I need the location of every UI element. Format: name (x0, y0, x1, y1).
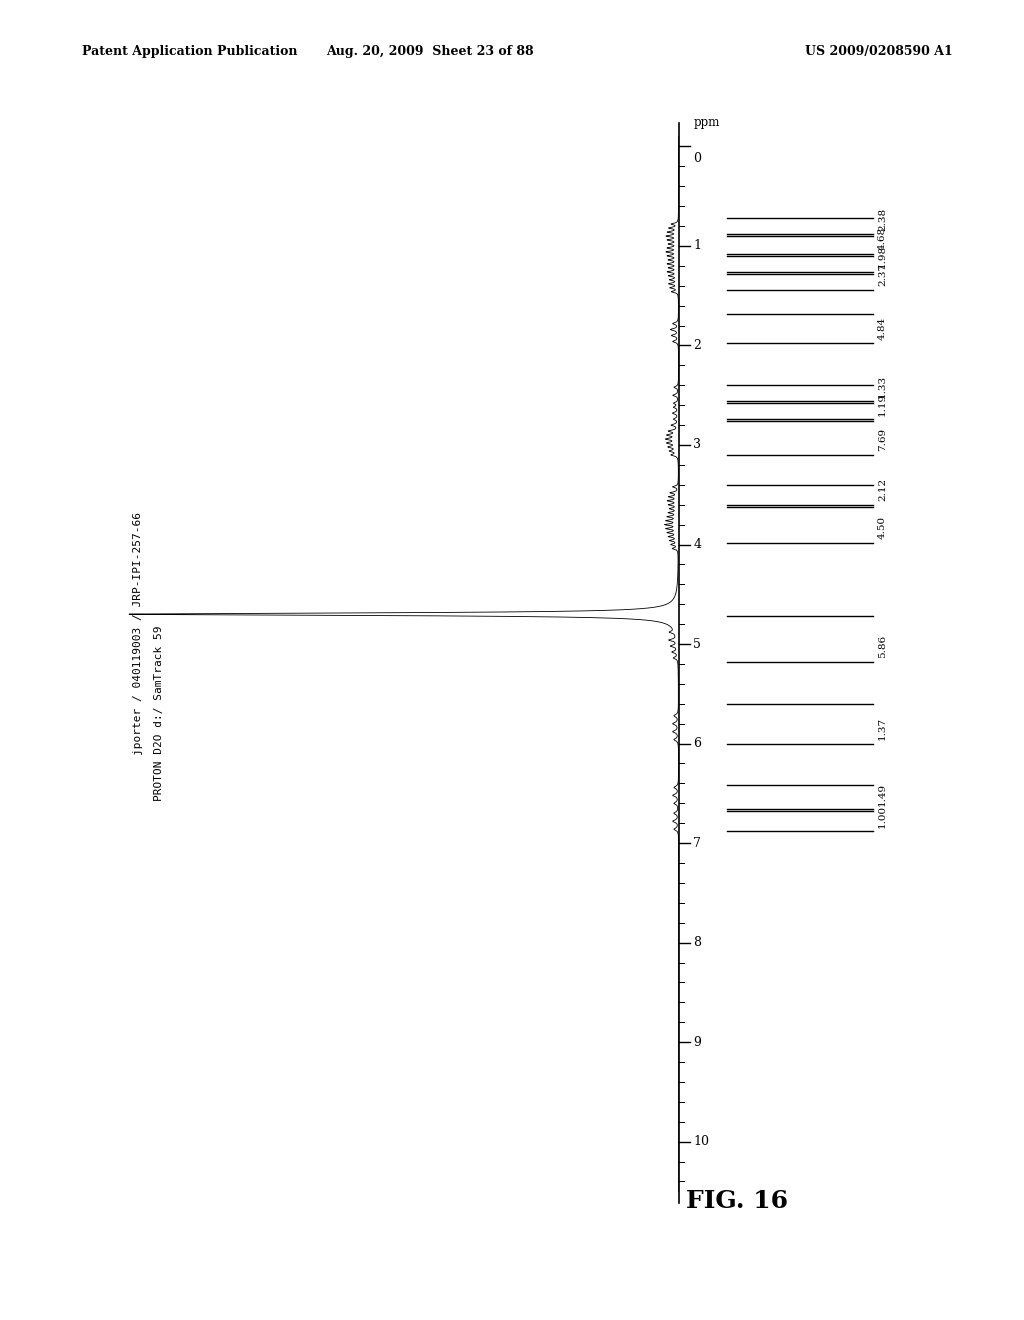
Text: 4.68: 4.68 (879, 227, 887, 251)
Text: 4.50: 4.50 (879, 516, 887, 539)
Text: ppm: ppm (693, 116, 720, 129)
Text: jporter / 040119003 / JRP-IPI-257-66: jporter / 040119003 / JRP-IPI-257-66 (133, 512, 143, 755)
Text: 7: 7 (693, 837, 701, 850)
Text: 5: 5 (693, 638, 701, 651)
Text: 2: 2 (693, 339, 701, 352)
Text: 1.98: 1.98 (879, 246, 887, 268)
Text: 7.69: 7.69 (879, 429, 887, 451)
Text: 10: 10 (693, 1135, 710, 1148)
Text: PROTON D2O d:/ SamTrack 59: PROTON D2O d:/ SamTrack 59 (154, 626, 164, 800)
Text: 1: 1 (693, 239, 701, 252)
Text: 1.33: 1.33 (879, 375, 887, 397)
Text: 1.19: 1.19 (879, 392, 887, 416)
Text: 1.00: 1.00 (879, 805, 887, 828)
Text: 4.84: 4.84 (879, 317, 887, 341)
Text: US 2009/0208590 A1: US 2009/0208590 A1 (805, 45, 952, 58)
Text: Patent Application Publication: Patent Application Publication (82, 45, 297, 58)
Text: 2.12: 2.12 (879, 478, 887, 502)
Text: 6: 6 (693, 737, 701, 750)
Text: 9: 9 (693, 1036, 701, 1048)
Text: 2.37: 2.37 (879, 263, 887, 286)
Text: 8: 8 (693, 936, 701, 949)
Text: 5.86: 5.86 (879, 635, 887, 659)
Text: 2.38: 2.38 (879, 207, 887, 231)
Text: 0: 0 (693, 152, 701, 165)
Text: 1.37: 1.37 (879, 717, 887, 741)
Text: 3: 3 (693, 438, 701, 451)
Text: 1.49: 1.49 (879, 783, 887, 805)
Text: Aug. 20, 2009  Sheet 23 of 88: Aug. 20, 2009 Sheet 23 of 88 (327, 45, 534, 58)
Text: 4: 4 (693, 539, 701, 550)
Text: FIG. 16: FIG. 16 (686, 1189, 788, 1213)
